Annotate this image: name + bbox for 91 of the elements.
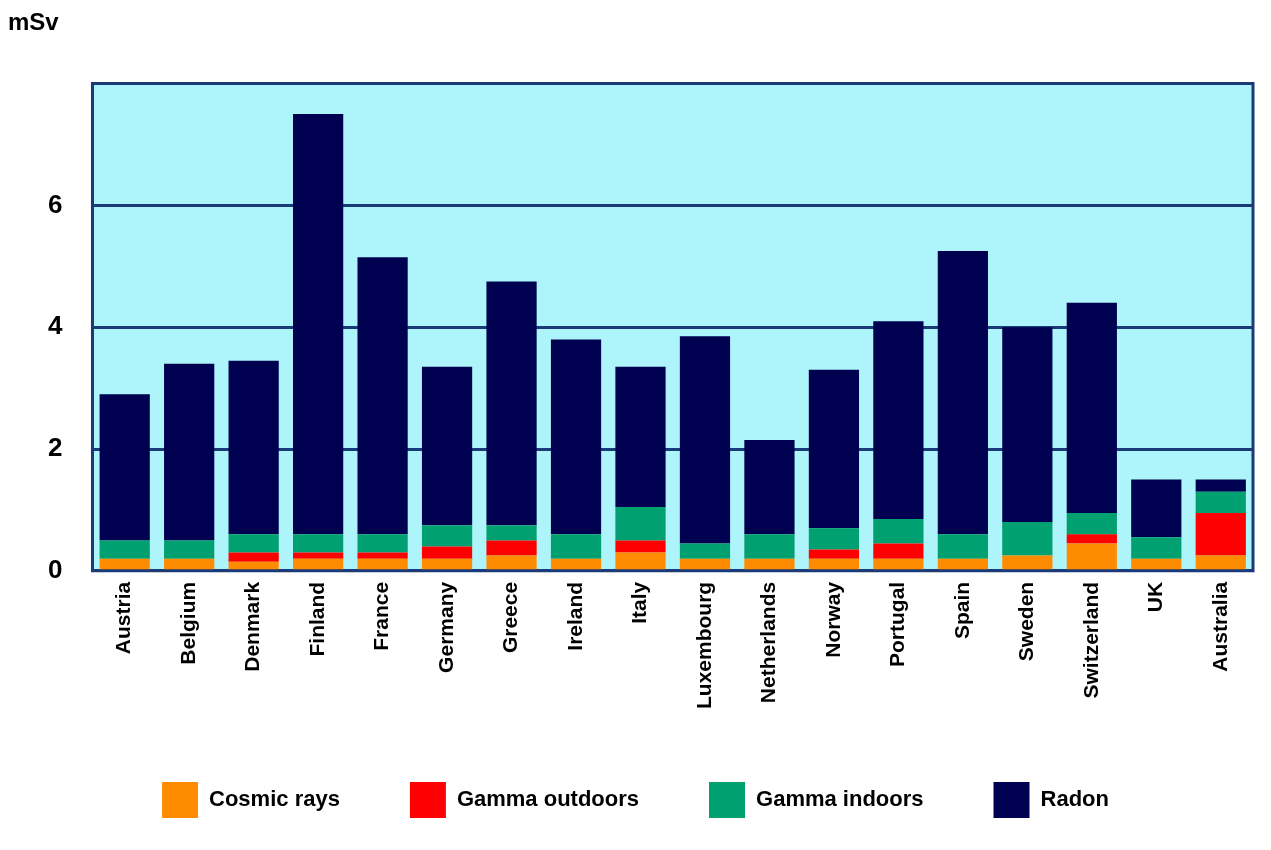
bar xyxy=(744,534,795,559)
bar xyxy=(1131,558,1182,570)
x-tick-label: Norway xyxy=(820,581,844,658)
bar xyxy=(550,534,602,559)
bar xyxy=(228,552,279,562)
bar xyxy=(486,555,537,570)
x-tick-label: Austria xyxy=(111,581,135,655)
bar xyxy=(421,525,473,547)
bar xyxy=(615,552,666,570)
bar xyxy=(744,558,795,570)
bar xyxy=(679,336,731,544)
bar xyxy=(1002,522,1053,556)
bar xyxy=(293,114,344,535)
x-tick-label: Ireland xyxy=(562,581,586,651)
bar xyxy=(615,506,666,541)
bar xyxy=(1195,555,1246,570)
bar xyxy=(1002,555,1053,570)
bar xyxy=(937,534,988,559)
x-tick-label: Portugal xyxy=(885,581,909,667)
bar xyxy=(486,281,537,526)
bar xyxy=(873,543,924,559)
bar xyxy=(228,534,279,553)
bar xyxy=(1131,479,1182,538)
bar xyxy=(228,561,279,570)
bar xyxy=(1066,512,1117,535)
bar xyxy=(550,339,602,535)
bar xyxy=(744,439,795,535)
bar xyxy=(1195,491,1246,513)
y-tick-label: 4 xyxy=(47,310,63,341)
bar xyxy=(937,251,988,535)
bar xyxy=(293,534,344,553)
bar xyxy=(1195,479,1246,492)
bar xyxy=(357,534,408,553)
x-tick-label: UK xyxy=(1143,581,1167,613)
bar xyxy=(808,369,860,529)
bar xyxy=(1066,543,1117,570)
x-tick-label: Australia xyxy=(1207,581,1231,672)
bar xyxy=(293,552,344,559)
x-tick-label: Denmark xyxy=(240,581,264,672)
bar xyxy=(937,558,988,570)
bar xyxy=(421,366,473,526)
bar xyxy=(615,540,666,553)
bar xyxy=(164,558,215,570)
bar xyxy=(164,540,215,559)
bar xyxy=(550,558,602,570)
bar xyxy=(873,321,924,520)
bar xyxy=(1066,302,1117,513)
bar xyxy=(808,558,860,570)
bar xyxy=(293,558,344,570)
bar xyxy=(99,540,150,559)
bar xyxy=(873,558,924,570)
y-tick-label: 6 xyxy=(47,188,63,219)
bar xyxy=(808,549,860,559)
x-tick-label: Sweden xyxy=(1014,581,1038,662)
x-tick-label: Switzerland xyxy=(1078,581,1102,699)
x-tick-label: Finland xyxy=(304,581,328,657)
bar xyxy=(421,558,473,570)
legend-label: Cosmic rays xyxy=(209,786,340,812)
bar xyxy=(679,543,731,559)
bar xyxy=(357,558,408,570)
bar xyxy=(486,540,537,556)
x-tick-label: Germany xyxy=(433,581,457,673)
legend-label: Gamma outdoors xyxy=(456,786,640,812)
bar xyxy=(1131,537,1182,559)
bar xyxy=(99,394,150,541)
bar xyxy=(615,366,666,507)
x-tick-label: Greece xyxy=(498,581,522,654)
x-tick-label: Belgium xyxy=(175,581,199,665)
y-axis-title: mSv xyxy=(8,8,60,37)
x-tick-label: Italy xyxy=(627,581,651,624)
bar xyxy=(357,257,408,535)
bar xyxy=(1195,512,1246,556)
legend-label: Radon xyxy=(1040,786,1109,812)
bar xyxy=(808,528,860,550)
bar xyxy=(679,558,731,570)
y-tick-label: 0 xyxy=(47,554,63,584)
x-tick-label: Spain xyxy=(949,581,973,640)
bar xyxy=(1002,327,1053,523)
bar xyxy=(357,552,408,559)
bar xyxy=(1066,534,1117,544)
bar xyxy=(486,525,537,541)
bar xyxy=(228,360,279,535)
y-tick-label: 2 xyxy=(47,432,63,463)
bar xyxy=(164,363,215,541)
x-tick-label: Luxembourg xyxy=(691,581,715,709)
bar xyxy=(421,546,473,559)
x-tick-label: France xyxy=(369,581,393,651)
bar xyxy=(873,519,924,544)
x-tick-label: Netherlands xyxy=(756,581,780,704)
bar xyxy=(99,558,150,570)
legend-label: Gamma indoors xyxy=(756,786,924,812)
